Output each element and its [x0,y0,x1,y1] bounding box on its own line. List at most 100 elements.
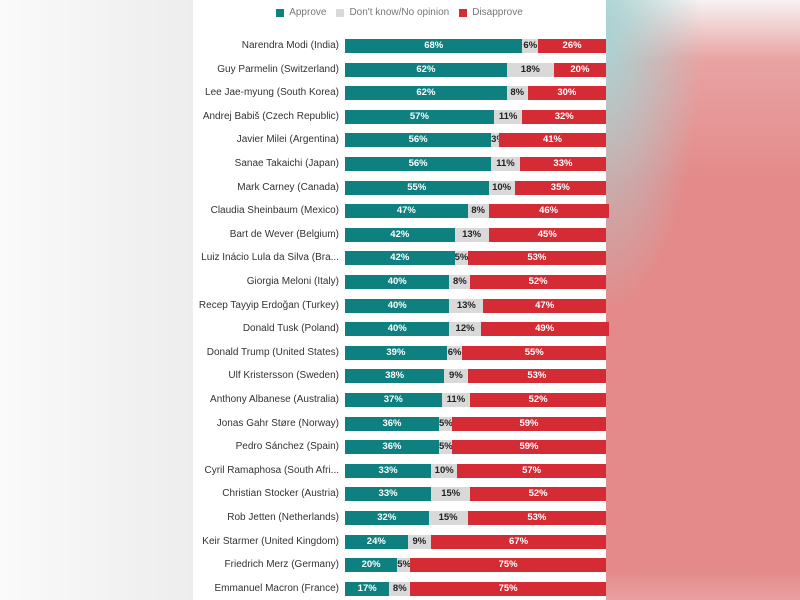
bar-row: Narendra Modi (India) 68% 6% 26% [193,39,606,53]
bar-row: Sanae Takaichi (Japan) 56% 11% 33% [193,157,606,171]
bar-segment-neutral: 9% [444,369,468,384]
bar-row: Anthony Albanese (Australia) 37% 11% 52% [193,393,606,407]
chart-panel: Approve Don't know/No opinion Disapprove… [193,0,609,600]
legend-label: Approve [289,7,327,18]
bar-segment-disapprove: 52% [470,275,606,289]
bar-segment-approve: 36% [345,416,439,431]
category-label: Donald Tusk (Poland) [242,323,339,335]
bar-segment-neutral: 8% [449,275,471,289]
bar-row: Rob Jetten (Netherlands) 32% 15% 53% [193,511,606,525]
bar-segment-disapprove: 75% [410,558,606,573]
bar-segment-neutral: 12% [449,322,481,337]
bar-segment-disapprove: 57% [457,463,606,478]
category-label: Bart de Wever (Belgium) [229,228,339,240]
legend-swatch-approve [276,8,285,17]
bar-segment-approve: 47% [345,204,468,219]
bar-segment-disapprove: 30% [527,86,606,101]
legend-neutral: Don't know/No opinion [336,7,449,18]
category-label: Andrej Babiš (Czech Republic) [202,110,339,122]
bar-row: Guy Parmelin (Switzerland) 62% 18% 20% [193,62,606,77]
legend-approve: Approve [276,7,326,18]
bar-segment-disapprove: 20% [553,62,606,77]
bar-segment-approve: 42% [345,251,455,266]
bar-segment-approve: 40% [345,275,450,289]
bar-segment-neutral: 11% [441,393,471,407]
bar-row: Cyril Ramaphosa (South Afri... 33% 10% 57% [193,463,606,478]
category-label: Guy Parmelin (Switzerland) [217,63,339,75]
bar-segment-disapprove: 75% [410,581,606,596]
bar-segment-neutral: 8% [467,204,489,219]
category-label: Luiz Inácio Lula da Silva (Bra... [201,252,339,264]
bar-segment-approve: 56% [345,133,492,148]
blurred-background-right [606,0,800,600]
bar-segment-neutral: 8% [506,86,528,101]
bar-segment-neutral: 5% [438,416,453,431]
category-label: Anthony Albanese (Australia) [210,394,339,405]
bar-row: Christian Stocker (Austria) 33% 15% 52% [193,487,606,502]
bar-segment-disapprove: 49% [480,322,609,337]
bar-row: Recep Tayyip Erdoğan (Turkey) 40% 13% 47% [193,298,606,313]
bar-segment-neutral: 5% [397,558,411,573]
bar-row: Lee Jae-myung (South Korea) 62% 8% 30% [193,86,606,101]
bar-segment-neutral: 3% [491,133,505,148]
bar-segment-disapprove: 52% [470,487,606,502]
bar-segment-approve: 62% [345,86,507,101]
category-label: Recep Tayyip Erdoğan (Turkey) [198,299,339,311]
bar-row: Giorgia Meloni (Italy) 40% 8% 52% [193,275,606,289]
bar-segment-disapprove: 46% [488,204,609,219]
bar-segment-neutral: 15% [431,487,471,502]
bar-row: Javier Milei (Argentina) 56%3%41% [193,133,606,148]
bar-row: Ulf Kristersson (Sweden) 38% 9% 53% [193,369,606,384]
bar-segment-neutral: 18% [506,62,554,77]
bar-segment-disapprove: 35% [514,180,606,195]
bar-segment-neutral: 10% [488,180,515,195]
bar-segment-disapprove: 59% [452,416,606,431]
bar-segment-approve: 68% [345,39,523,53]
category-label: Jonas Gahr Støre (Norway) [216,417,339,429]
bar-segment-approve: 20% [345,558,398,573]
category-label: Giorgia Meloni (Italy) [246,276,339,287]
bar-segment-disapprove: 26% [538,39,606,53]
category-label: Donald Trump (United States) [206,346,339,358]
bar-row: Bart de Wever (Belgium) 42% 13% 45% [193,227,606,242]
bar-row: Andrej Babiš (Czech Republic) 57% 11% 32% [193,109,606,124]
bar-row: Keir Starmer (United Kingdom) 24% 9% 67% [193,534,606,549]
bar-segment-neutral: 6% [446,345,463,360]
category-label: Sanae Takaichi (Japan) [234,158,339,169]
bar-segment-neutral: 9% [407,534,432,549]
category-label: Ulf Kristersson (Sweden) [228,370,339,382]
bar-row: Friedrich Merz (Germany) 20% 5% 75% [193,558,606,573]
bar-segment-disapprove: 52% [470,393,606,407]
bar-segment-approve: 42% [345,227,455,242]
category-label: Mark Carney (Canada) [237,181,339,193]
bar-row: Mark Carney (Canada) 55% 10% 35% [193,180,606,195]
bar-segment-disapprove: 45% [488,227,606,242]
bar-segment-approve: 37% [345,393,442,407]
bar-segment-approve: 33% [345,487,432,502]
bar-segment-neutral: 15% [428,511,468,525]
legend-swatch-disapprove [459,8,468,17]
category-label: Friedrich Merz (Germany) [224,559,339,571]
bar-row: Donald Trump (United States) 39% 6% 55% [193,345,606,360]
bar-segment-disapprove: 55% [462,345,606,360]
category-label: Emmanuel Macron (France) [214,582,339,594]
bar-segment-approve: 57% [345,109,494,124]
category-label: Javier Milei (Argentina) [236,134,339,146]
bar-segment-approve: 40% [345,322,450,337]
bar-segment-disapprove: 67% [431,534,606,549]
bar-segment-neutral: 8% [389,581,411,596]
bar-row: Jonas Gahr Støre (Norway) 36% 5% 59% [193,416,606,431]
category-label: Claudia Sheinbaum (Mexico) [210,205,339,217]
bar-segment-disapprove: 53% [467,511,606,525]
legend-label: Don't know/No opinion [349,7,450,18]
category-label: Lee Jae-myung (South Korea) [205,87,339,99]
bar-row: Donald Tusk (Poland) 40% 12% 49% [193,322,609,337]
bar-segment-neutral: 5% [438,440,453,455]
bar-row: Claudia Sheinbaum (Mexico) 47% 8% 46% [193,204,609,219]
bar-segment-disapprove: 33% [519,157,606,171]
bar-row: Luiz Inácio Lula da Silva (Bra... 42% 5% 53… [193,251,606,266]
bar-segment-approve: 38% [345,369,445,384]
bar-segment-disapprove: 53% [467,369,606,384]
bar-segment-approve: 36% [345,440,439,455]
bar-segment-approve: 32% [345,511,429,525]
